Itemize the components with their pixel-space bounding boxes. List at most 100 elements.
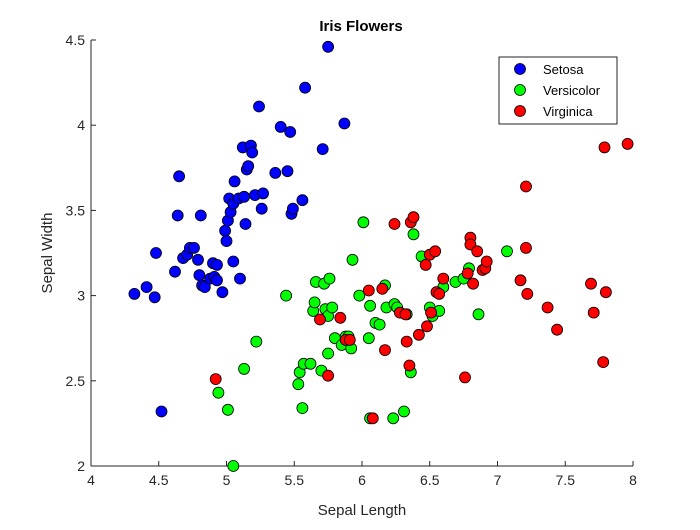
data-point bbox=[541, 301, 554, 314]
y-tick-label: 4 bbox=[77, 117, 85, 133]
x-tick-label: 7 bbox=[494, 472, 502, 488]
data-point bbox=[194, 209, 207, 222]
data-point bbox=[551, 323, 563, 336]
data-point bbox=[274, 121, 287, 133]
data-point bbox=[621, 137, 634, 150]
data-point bbox=[246, 146, 259, 159]
data-point bbox=[338, 117, 351, 130]
data-point bbox=[314, 313, 326, 326]
data-point bbox=[421, 320, 433, 333]
x-tick-label: 6 bbox=[358, 472, 366, 488]
data-point bbox=[514, 274, 527, 287]
data-point bbox=[326, 301, 339, 314]
data-point bbox=[212, 386, 225, 399]
x-tick-label: 5.5 bbox=[285, 472, 305, 488]
data-point bbox=[587, 306, 600, 319]
x-axis-label: Sepal Length bbox=[318, 502, 406, 519]
data-point bbox=[334, 311, 347, 324]
data-point bbox=[216, 286, 229, 299]
data-point bbox=[219, 224, 232, 237]
series-setosa bbox=[128, 40, 351, 418]
chart-title: Iris Flowers bbox=[319, 18, 402, 35]
data-point bbox=[198, 281, 211, 294]
data-point bbox=[239, 218, 252, 230]
data-point bbox=[419, 258, 432, 271]
data-point bbox=[520, 241, 532, 254]
data-point bbox=[362, 332, 375, 345]
data-point bbox=[388, 218, 401, 230]
data-point bbox=[425, 306, 438, 319]
data-point bbox=[296, 194, 309, 207]
data-point bbox=[353, 289, 366, 302]
data-point bbox=[155, 405, 168, 418]
y-tick-label: 3 bbox=[77, 288, 85, 304]
data-point bbox=[188, 241, 200, 254]
data-point bbox=[400, 335, 413, 348]
data-point bbox=[308, 296, 321, 309]
data-point bbox=[437, 272, 450, 285]
data-point bbox=[407, 228, 420, 241]
data-point bbox=[480, 255, 493, 268]
data-point bbox=[323, 272, 336, 285]
x-tick-label: 7.5 bbox=[556, 472, 576, 488]
data-point bbox=[343, 333, 356, 346]
data-point bbox=[597, 356, 610, 369]
data-point bbox=[501, 245, 513, 258]
data-point bbox=[362, 284, 375, 297]
y-tick-label: 2.5 bbox=[66, 373, 86, 389]
data-point bbox=[238, 190, 251, 203]
data-point bbox=[284, 126, 297, 138]
data-point bbox=[316, 143, 329, 156]
series-virginica bbox=[209, 137, 634, 425]
data-point bbox=[257, 187, 270, 200]
data-point bbox=[461, 267, 474, 280]
legend-marker bbox=[514, 84, 526, 96]
data-point bbox=[211, 274, 223, 287]
data-point bbox=[346, 253, 359, 266]
data-point bbox=[171, 209, 184, 222]
data-point bbox=[521, 287, 534, 300]
legend-label: Virginica bbox=[543, 104, 593, 119]
data-point bbox=[399, 308, 412, 321]
y-axis-label: Sepal Width bbox=[39, 213, 56, 294]
data-point bbox=[192, 253, 204, 266]
data-point bbox=[238, 362, 251, 375]
data-point bbox=[128, 287, 141, 300]
data-point bbox=[322, 369, 335, 382]
data-point bbox=[407, 211, 420, 224]
data-point bbox=[211, 258, 223, 271]
data-point bbox=[220, 235, 233, 248]
data-point bbox=[250, 335, 263, 348]
data-point bbox=[366, 412, 379, 425]
data-point bbox=[471, 245, 484, 258]
data-point bbox=[322, 347, 335, 360]
data-point bbox=[253, 100, 265, 113]
data-point bbox=[255, 202, 268, 215]
y-tick-label: 3.5 bbox=[66, 202, 86, 218]
data-points bbox=[128, 40, 634, 472]
data-point bbox=[600, 286, 612, 299]
data-point bbox=[429, 245, 442, 258]
data-point bbox=[150, 247, 162, 259]
legend-label: Versicolor bbox=[543, 83, 601, 98]
data-point bbox=[299, 81, 312, 94]
data-point bbox=[387, 412, 400, 425]
data-point bbox=[376, 282, 389, 295]
data-point bbox=[412, 328, 425, 341]
data-point bbox=[286, 202, 299, 215]
data-point bbox=[398, 405, 410, 418]
data-point bbox=[304, 357, 317, 370]
data-point bbox=[364, 299, 377, 312]
data-point bbox=[227, 255, 240, 268]
data-point bbox=[403, 359, 416, 372]
data-point bbox=[357, 216, 370, 229]
data-point bbox=[281, 165, 294, 178]
data-point bbox=[209, 373, 222, 386]
data-point bbox=[459, 371, 471, 384]
data-point bbox=[221, 403, 234, 416]
data-point bbox=[280, 289, 293, 302]
legend-label: Setosa bbox=[543, 62, 584, 77]
data-point bbox=[292, 378, 305, 391]
